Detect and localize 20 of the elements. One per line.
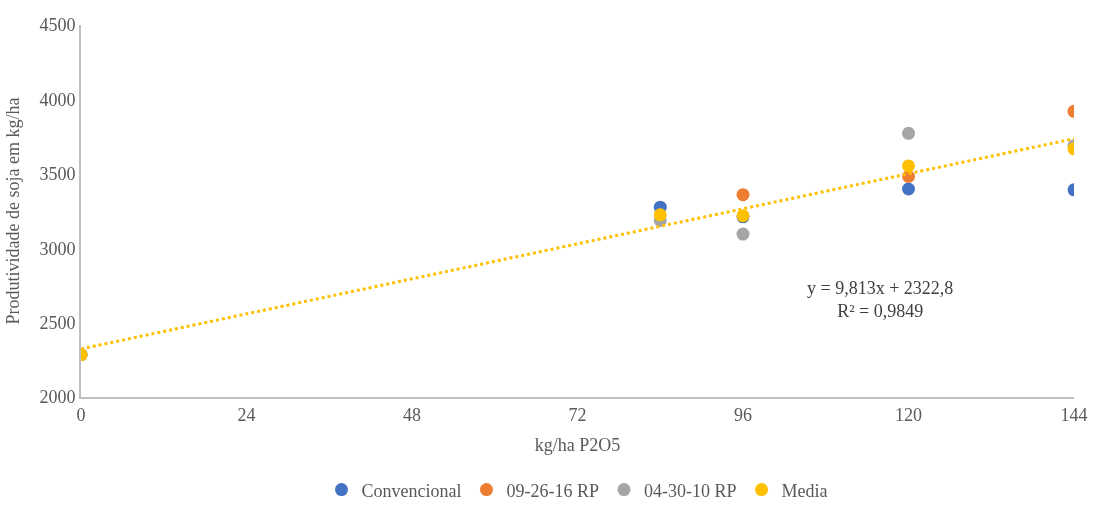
y-tick-label: 3000 [39,238,76,259]
legend-label: 04-30-10 RP [644,480,737,501]
annotation: y = 9,813x + 2322,8 R² = 0,9849 [807,278,954,322]
x-tick-label: 48 [403,404,421,425]
y-tick-label: 2000 [39,387,76,408]
x-tick-label: 96 [734,404,752,425]
y-tick-label: 4500 [39,15,76,36]
x-tick-label: 144 [1060,404,1088,425]
x-tick-label: 24 [237,404,256,425]
legend-label: Media [781,480,828,501]
legend-label: Convencional [361,480,462,501]
y-axis-title: Produtividade de soja em kg/ha [3,97,24,325]
y-tick-label: 4000 [39,89,76,110]
x-axis-title: kg/ha P2O5 [534,435,621,456]
x-tick-label: 0 [76,404,86,425]
y-tick-label: 2500 [39,312,76,333]
x-tick-label: 120 [895,404,922,425]
x-tick-label: 72 [568,404,587,425]
y-tick-label: 3500 [39,164,76,185]
legend-label: 09-26-16 RP [506,480,599,501]
